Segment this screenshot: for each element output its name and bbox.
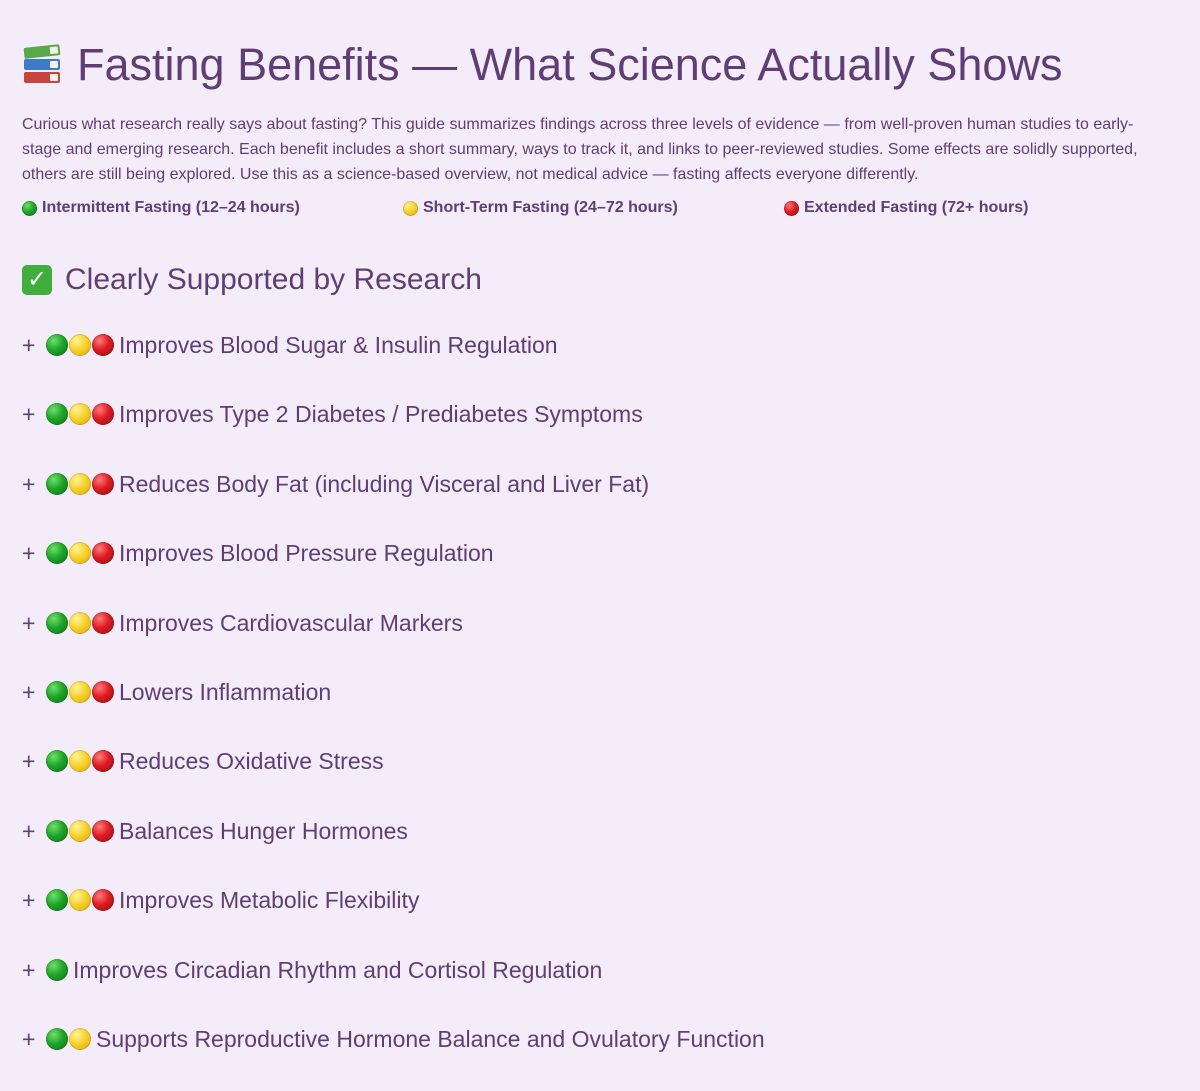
- page-title-text: Fasting Benefits — What Science Actually…: [77, 39, 1063, 90]
- red-circle-icon: [92, 611, 114, 634]
- yellow-circle-icon: [69, 403, 91, 426]
- red-circle-icon: [92, 334, 114, 356]
- benefit-item[interactable]: + Improves Blood Pressure Regulation: [22, 536, 1172, 605]
- check-mark-icon: ✓: [22, 265, 52, 295]
- benefit-label: Reduces Oxidative Stress: [119, 748, 384, 775]
- red-circle-icon: [784, 200, 799, 216]
- expand-plus-icon[interactable]: +: [22, 817, 36, 844]
- expand-plus-icon[interactable]: +: [22, 470, 36, 497]
- legend-label: Short-Term Fasting (24–72 hours): [423, 199, 678, 216]
- evidence-dots: [46, 467, 115, 501]
- green-circle-icon: [46, 889, 68, 912]
- yellow-circle-icon: [69, 334, 91, 356]
- evidence-dots: [46, 606, 115, 640]
- expand-plus-icon[interactable]: +: [22, 748, 36, 775]
- benefit-label: Improves Blood Sugar & Insulin Regulatio…: [119, 332, 558, 358]
- section-heading-text: Clearly Supported by Research: [65, 263, 482, 296]
- yellow-circle-icon: [69, 819, 91, 842]
- evidence-dots: [46, 328, 115, 362]
- evidence-dots: [46, 883, 115, 917]
- benefit-label: Improves Cardiovascular Markers: [119, 609, 463, 636]
- book-blue: [24, 59, 60, 70]
- expand-plus-icon[interactable]: +: [22, 887, 36, 914]
- benefit-item[interactable]: + Balances Hunger Hormones: [22, 814, 1172, 883]
- evidence-dots: [46, 953, 69, 987]
- benefit-item[interactable]: + Reduces Oxidative Stress: [22, 744, 1172, 813]
- benefit-item[interactable]: + Supports Reproductive Hormone Balance a…: [22, 1022, 1172, 1091]
- green-circle-icon: [46, 958, 68, 981]
- benefit-label: Improves Type 2 Diabetes / Prediabetes S…: [119, 401, 643, 428]
- benefit-item[interactable]: + Improves Cardiovascular Markers: [22, 606, 1172, 675]
- benefit-label: Improves Circadian Rhythm and Cortisol R…: [73, 956, 603, 983]
- benefit-label: Reduces Body Fat (including Visceral and…: [119, 470, 650, 497]
- red-circle-icon: [92, 750, 114, 773]
- green-circle-icon: [46, 680, 68, 703]
- yellow-circle-icon: [69, 680, 91, 703]
- page-title: Fasting Benefits — What Science Actually…: [22, 38, 1062, 92]
- green-circle-icon: [46, 1027, 68, 1050]
- red-circle-icon: [92, 819, 114, 842]
- red-circle-icon: [92, 403, 114, 426]
- expand-plus-icon[interactable]: +: [22, 1025, 36, 1052]
- benefit-label: Lowers Inflammation: [119, 678, 332, 705]
- benefit-item[interactable]: + Lowers Inflammation: [22, 675, 1172, 744]
- evidence-dots: [46, 675, 115, 709]
- benefit-item[interactable]: + Improves Metabolic Flexibility: [22, 883, 1172, 952]
- benefit-list: + Improves Blood Sugar & Insulin Regulati…: [22, 328, 1172, 1091]
- red-circle-icon: [92, 542, 114, 565]
- green-circle-icon: [46, 750, 68, 773]
- benefit-label: Balances Hunger Hormones: [119, 817, 408, 844]
- benefit-item[interactable]: + Improves Type 2 Diabetes / Prediabetes …: [22, 397, 1172, 466]
- yellow-circle-icon: [403, 200, 418, 216]
- yellow-circle-icon: [69, 750, 91, 773]
- expand-plus-icon[interactable]: +: [22, 540, 36, 567]
- evidence-dots: [46, 536, 115, 570]
- yellow-circle-icon: [69, 889, 91, 912]
- yellow-circle-icon: [69, 611, 91, 634]
- green-circle-icon: [46, 611, 68, 634]
- evidence-dots: [46, 397, 115, 431]
- expand-plus-icon[interactable]: +: [22, 956, 36, 983]
- legend-item-short-term: Short-Term Fasting (24–72 hours): [403, 199, 678, 217]
- benefit-item[interactable]: + Improves Circadian Rhythm and Cortisol …: [22, 953, 1172, 1022]
- green-circle-icon: [46, 819, 68, 842]
- yellow-circle-icon: [69, 542, 91, 565]
- benefit-label: Improves Blood Pressure Regulation: [119, 540, 494, 567]
- expand-plus-icon[interactable]: +: [22, 332, 36, 358]
- legend-item-extended: Extended Fasting (72+ hours): [784, 199, 1028, 217]
- evidence-dots: [46, 744, 115, 778]
- benefit-item[interactable]: + Reduces Body Fat (including Visceral an…: [22, 467, 1172, 536]
- expand-plus-icon[interactable]: +: [22, 401, 36, 428]
- legend-label: Extended Fasting (72+ hours): [804, 199, 1029, 216]
- benefit-item[interactable]: + Improves Blood Sugar & Insulin Regulati…: [22, 328, 1172, 397]
- green-circle-icon: [22, 200, 37, 216]
- book-red: [24, 72, 60, 83]
- page: Fasting Benefits — What Science Actually…: [0, 0, 1200, 1069]
- evidence-dots: [46, 814, 115, 848]
- green-circle-icon: [46, 334, 68, 356]
- expand-plus-icon[interactable]: +: [22, 678, 36, 705]
- legend-item-intermittent: Intermittent Fasting (12–24 hours): [22, 199, 300, 217]
- green-circle-icon: [46, 472, 68, 495]
- benefit-label: Supports Reproductive Hormone Balance an…: [96, 1025, 765, 1052]
- expand-plus-icon[interactable]: +: [22, 609, 36, 636]
- yellow-circle-icon: [69, 1027, 91, 1050]
- section-heading: ✓ Clearly Supported by Research: [22, 262, 482, 298]
- green-circle-icon: [46, 403, 68, 426]
- green-circle-icon: [46, 542, 68, 565]
- intro-paragraph: Curious what research really says about …: [22, 116, 1138, 183]
- evidence-dots: [46, 1022, 92, 1056]
- yellow-circle-icon: [69, 472, 91, 495]
- red-circle-icon: [92, 472, 114, 495]
- legend: Intermittent Fasting (12–24 hours) Short…: [22, 199, 1172, 223]
- red-circle-icon: [92, 889, 114, 912]
- legend-label: Intermittent Fasting (12–24 hours): [42, 199, 300, 216]
- benefit-label: Improves Metabolic Flexibility: [119, 887, 420, 914]
- books-icon: [22, 44, 64, 86]
- book-green: [23, 44, 61, 59]
- red-circle-icon: [92, 680, 114, 703]
